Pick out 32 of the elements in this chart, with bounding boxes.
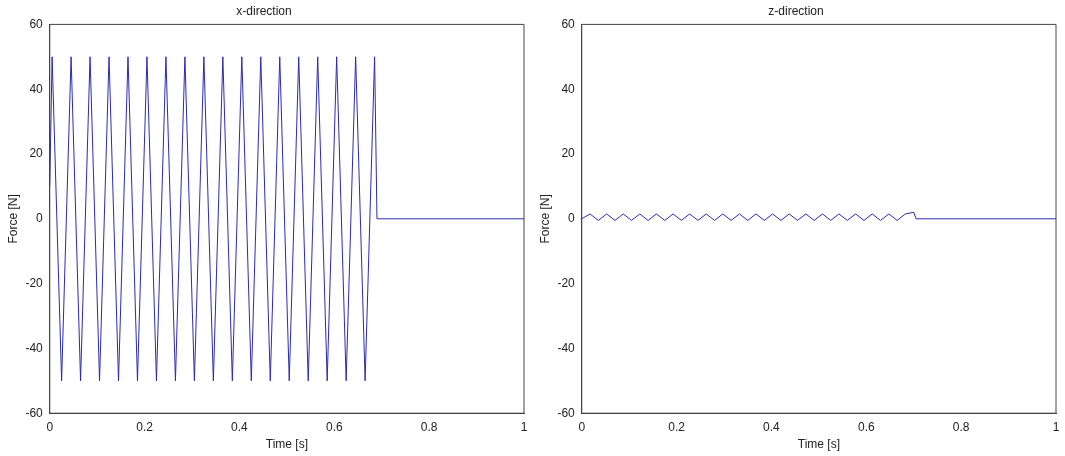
x-tick-label: 0 xyxy=(46,419,54,434)
y-tick-label: 20 xyxy=(561,146,576,161)
y-tick-label: 0 xyxy=(36,211,44,226)
chart-title: z-direction xyxy=(768,3,824,18)
y-tick-label: 40 xyxy=(29,81,44,96)
x-tick-label: 0.6 xyxy=(857,419,875,434)
y-tick-label: 60 xyxy=(561,16,576,31)
y-tick-label: -40 xyxy=(557,340,576,355)
chart-title: x-direction xyxy=(236,3,292,18)
y-tick-label: -20 xyxy=(557,275,576,290)
y-tick-label: 0 xyxy=(568,211,576,226)
x-axis-title: Time [s] xyxy=(797,437,840,452)
y-tick-label: -20 xyxy=(25,275,44,290)
y-tick-label: -60 xyxy=(557,405,576,420)
y-axis-title: Force [N] xyxy=(5,194,20,244)
y-tick-label: -60 xyxy=(25,405,44,420)
y-tick-label: -40 xyxy=(25,340,44,355)
x-tick-label: 0.4 xyxy=(763,419,781,434)
x-tick-label: 0 xyxy=(578,419,586,434)
x-tick-label: 0.2 xyxy=(668,419,686,434)
x-tick-label: 1 xyxy=(1052,419,1060,434)
x-axis-title: Time [s] xyxy=(265,437,308,452)
y-axis-title: Force [N] xyxy=(537,194,552,244)
x-tick-label: 0.4 xyxy=(231,419,249,434)
y-tick-label: 60 xyxy=(29,16,44,31)
x-tick-label: 0.8 xyxy=(952,419,970,434)
x-tick-label: 1 xyxy=(520,419,528,434)
x-tick-label: 0.8 xyxy=(420,419,438,434)
y-tick-label: 40 xyxy=(561,81,576,96)
y-tick-label: 20 xyxy=(29,146,44,161)
x-tick-label: 0.6 xyxy=(325,419,343,434)
x-tick-label: 0.2 xyxy=(136,419,154,434)
